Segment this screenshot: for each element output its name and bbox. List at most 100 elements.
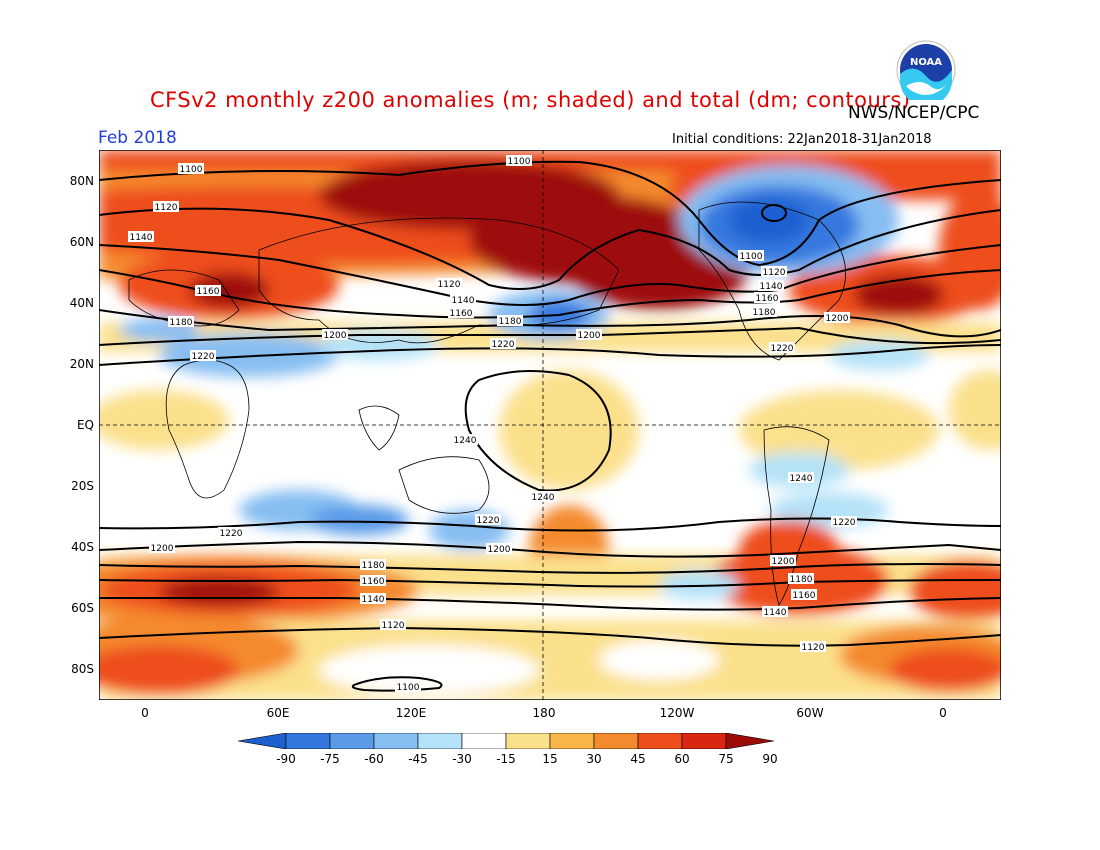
colorbar-tick-label: -30 <box>452 752 472 766</box>
colorbar-swatch <box>285 733 331 749</box>
svg-text:1120: 1120 <box>763 268 786 278</box>
contour-label-1120: 1120 <box>380 619 406 631</box>
contour-label-1200: 1200 <box>576 329 602 341</box>
lat-label-20s: 20S <box>71 479 94 493</box>
contour-label-1120: 1120 <box>800 641 826 653</box>
contour-1160-south <box>99 578 1001 588</box>
lon-label-0-east: 0 <box>939 706 947 720</box>
svg-text:1140: 1140 <box>452 296 475 306</box>
contour-label-1100: 1100 <box>738 250 764 262</box>
svg-text:1220: 1220 <box>477 516 500 526</box>
svg-text:1200: 1200 <box>772 557 795 567</box>
contour-label-1180: 1180 <box>751 306 777 318</box>
svg-text:1120: 1120 <box>382 621 405 631</box>
colorbar-arrow-left <box>238 733 287 749</box>
contour-1240-tropics <box>464 370 612 492</box>
contour-label-1180: 1180 <box>168 316 194 328</box>
svg-text:1240: 1240 <box>454 436 477 446</box>
contour-label-1100: 1100 <box>178 163 204 175</box>
contour-label-1220: 1220 <box>190 350 216 362</box>
contour-1220-north <box>99 344 1001 366</box>
svg-text:1100: 1100 <box>740 252 763 262</box>
contour-label-1140: 1140 <box>360 593 386 605</box>
contour-1100-south <box>351 676 443 692</box>
svg-text:1200: 1200 <box>151 544 174 554</box>
noaa-logo-text: NOAA <box>910 57 942 68</box>
svg-text:1180: 1180 <box>170 318 193 328</box>
contour-label-1200: 1200 <box>149 542 175 554</box>
contour-label-1220: 1220 <box>218 527 244 539</box>
contour-label-1100: 1100 <box>395 681 421 693</box>
colorbar-tick-label: -15 <box>496 752 516 766</box>
lon-label-120w: 120W <box>659 706 695 720</box>
lon-label-60w: 60W <box>796 706 824 720</box>
agency-label: NWS/NCEP/CPC <box>848 103 980 123</box>
svg-text:1200: 1200 <box>488 545 511 555</box>
svg-text:1240: 1240 <box>532 493 555 503</box>
svg-text:1220: 1220 <box>192 352 215 362</box>
colorbar-tick-label: 45 <box>630 752 646 766</box>
noaa-logo-icon: NOAA <box>896 40 956 100</box>
contour-label-1140: 1140 <box>128 231 154 243</box>
lat-label-eq: EQ <box>76 418 94 432</box>
contour-label-1180: 1180 <box>788 573 814 585</box>
contour-label-1200: 1200 <box>486 543 512 555</box>
lon-label-60e: 60E <box>266 706 290 720</box>
svg-text:1100: 1100 <box>180 165 203 175</box>
svg-text:1220: 1220 <box>492 340 515 350</box>
lat-label-80n: 80N <box>69 174 94 188</box>
contour-label-1220: 1220 <box>475 514 501 526</box>
svg-text:1140: 1140 <box>760 282 783 292</box>
lat-label-20n: 20N <box>69 357 94 371</box>
svg-text:1160: 1160 <box>756 294 779 304</box>
initial-conditions: Initial conditions: 22Jan2018-31Jan2018 <box>672 132 932 147</box>
colorbar-arrow-right <box>725 733 775 749</box>
contour-label-1240: 1240 <box>452 434 478 446</box>
contour-label-1140: 1140 <box>450 294 476 306</box>
contour-label-1180: 1180 <box>497 315 523 327</box>
chart-title: CFSv2 monthly z200 anomalies (m; shaded)… <box>150 88 911 112</box>
colorbar-swatch <box>637 733 683 749</box>
colorbar-tick-label: -90 <box>276 752 296 766</box>
lat-label-40n: 40N <box>69 296 94 310</box>
lat-label-60s: 60S <box>71 601 94 615</box>
svg-text:1120: 1120 <box>155 203 178 213</box>
svg-text:1160: 1160 <box>362 577 385 587</box>
contour-label-1200: 1200 <box>824 312 850 324</box>
contour-label-1120: 1120 <box>436 278 462 290</box>
svg-text:1120: 1120 <box>438 280 461 290</box>
svg-text:1180: 1180 <box>499 317 522 327</box>
lon-label-120e: 120E <box>395 706 427 720</box>
contour-label-1240: 1240 <box>530 491 556 503</box>
colorbar-tick-label: -45 <box>408 752 428 766</box>
svg-text:1160: 1160 <box>197 287 220 297</box>
colorbar <box>238 733 775 749</box>
colorbar-tick-label: -60 <box>364 752 384 766</box>
svg-text:1200: 1200 <box>578 331 601 341</box>
anomaly-map: 1100 1100 1100 1120 1120 1120 1140 1140 … <box>99 150 1001 700</box>
colorbar-swatch <box>461 733 507 749</box>
svg-text:1240: 1240 <box>790 474 813 484</box>
svg-text:1140: 1140 <box>130 233 153 243</box>
colorbar-tick-label: 30 <box>586 752 602 766</box>
colorbar-swatch <box>505 733 551 749</box>
contour-label-1120: 1120 <box>761 266 787 278</box>
contour-label-1240: 1240 <box>788 472 814 484</box>
svg-text:1100: 1100 <box>508 157 531 167</box>
contour-label-1160: 1160 <box>360 575 386 587</box>
contour-label-1220: 1220 <box>769 342 795 354</box>
svg-text:1120: 1120 <box>802 643 825 653</box>
colorbar-swatch <box>549 733 595 749</box>
contour-label-1220: 1220 <box>831 516 857 528</box>
contour-label-1140: 1140 <box>758 280 784 292</box>
contour-1220-south <box>99 517 1001 532</box>
contour-label-1160: 1160 <box>195 285 221 297</box>
contour-1120-north <box>99 207 1001 290</box>
svg-text:1160: 1160 <box>450 309 473 319</box>
lon-label-180: 180 <box>532 706 556 720</box>
colorbar-tick-label: 15 <box>542 752 558 766</box>
contour-label-1120: 1120 <box>153 201 179 213</box>
contour-1100-north <box>99 160 1001 267</box>
svg-text:1160: 1160 <box>793 591 816 601</box>
contour-label-1140: 1140 <box>762 606 788 618</box>
